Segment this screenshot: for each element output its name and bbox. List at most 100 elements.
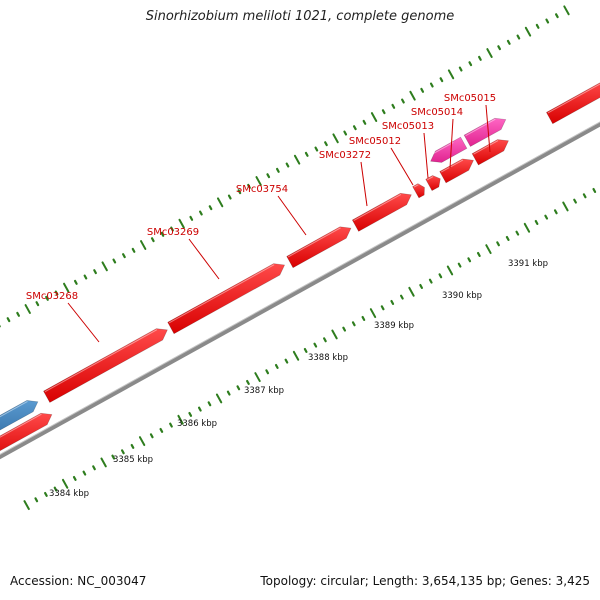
scale-label: 3386 kbp — [177, 419, 217, 429]
tick-mark — [554, 13, 559, 19]
gene-pink[interactable] — [463, 117, 507, 147]
tick-mark — [45, 295, 49, 301]
tick-mark — [553, 209, 558, 215]
tick-mark — [545, 18, 550, 24]
gene-label[interactable]: SMc03754 — [236, 184, 288, 195]
tick-mark — [562, 201, 569, 212]
genome-summary-text: Topology: circular; Length: 3,654,135 bp… — [260, 574, 590, 588]
tick-mark — [82, 470, 87, 476]
gene-bevel — [168, 264, 275, 324]
tick-mark — [351, 321, 356, 327]
gene-label[interactable]: SMc05014 — [411, 107, 463, 118]
gene-bevel — [413, 184, 419, 188]
tick-mark — [362, 119, 367, 125]
gene-pink[interactable] — [430, 136, 468, 163]
gene-red[interactable] — [425, 175, 441, 192]
tick-mark — [53, 486, 58, 492]
tick-mark — [226, 390, 231, 396]
gene-red[interactable] — [167, 263, 286, 335]
tick-mark — [237, 189, 242, 195]
gene-label[interactable]: SMc03269 — [147, 227, 199, 238]
gene-red[interactable] — [0, 412, 53, 462]
gene-bevel — [287, 227, 341, 258]
scale-label: 3389 kbp — [374, 321, 414, 331]
tick-mark — [54, 290, 59, 296]
gene-red[interactable] — [545, 80, 600, 125]
tick-mark — [369, 308, 377, 319]
gene-red[interactable] — [471, 139, 509, 166]
gene-red[interactable] — [439, 158, 474, 184]
tick-mark — [139, 240, 147, 250]
gene-bevel — [440, 159, 464, 173]
gene-label-leaders — [67, 104, 491, 343]
gene-label[interactable]: SMc03272 — [319, 150, 371, 161]
tick-mark — [582, 193, 587, 199]
tick-mark — [159, 427, 164, 433]
tick-mark — [24, 304, 31, 314]
gene-red[interactable] — [351, 192, 412, 232]
tick-mark — [524, 26, 532, 37]
scale-label: 3391 kbp — [508, 259, 548, 269]
tick-mark — [428, 278, 433, 284]
gene-bevel — [353, 193, 402, 222]
tick-mark — [370, 112, 378, 122]
tick-mark — [324, 141, 328, 147]
tick-mark — [401, 98, 405, 104]
accession-text: Accession: NC_003047 — [10, 574, 147, 588]
gene-red[interactable] — [412, 183, 425, 199]
tick-mark — [266, 173, 271, 179]
tick-mark — [535, 23, 540, 29]
tick-mark — [429, 82, 434, 88]
tick-mark — [247, 183, 251, 189]
tick-mark — [44, 491, 48, 497]
tick-mark — [592, 187, 597, 193]
tick-mark — [120, 449, 125, 455]
tick-mark — [516, 34, 521, 40]
tick-mark — [199, 210, 203, 216]
tick-mark — [72, 475, 77, 481]
gene-label[interactable]: SMc05015 — [444, 93, 496, 104]
tick-mark — [285, 162, 290, 168]
gene-bevel — [426, 176, 434, 181]
gene-red[interactable] — [43, 328, 168, 403]
scale-labels: 3384 kbp 3385 kbp 3386 kbp 3387 kbp 3388 kbp… — [49, 259, 548, 499]
tick-mark — [563, 5, 570, 16]
tick-mark — [236, 385, 241, 391]
scale-label: 3390 kbp — [442, 291, 482, 301]
inner-tick-track — [23, 187, 597, 511]
tick-mark — [73, 279, 78, 285]
tick-mark — [381, 109, 386, 115]
tick-mark — [254, 372, 261, 383]
tick-mark — [178, 218, 185, 229]
gene-red[interactable] — [286, 226, 352, 269]
gene-label[interactable]: SMc05013 — [382, 121, 434, 132]
gene-label-leader — [67, 302, 100, 343]
tick-mark — [544, 214, 549, 220]
tick-mark — [170, 226, 174, 232]
scale-label: 3387 kbp — [244, 386, 284, 396]
tick-mark — [112, 258, 117, 264]
tick-mark — [100, 457, 107, 468]
backbone-line — [0, 122, 600, 460]
scale-label: 3385 kbp — [113, 455, 153, 465]
tick-mark — [447, 69, 455, 80]
genome-backbone — [0, 121, 600, 460]
tick-mark — [265, 369, 270, 375]
tick-mark — [485, 244, 492, 255]
tick-mark — [419, 283, 423, 289]
tick-mark — [122, 253, 126, 259]
scale-label: 3388 kbp — [308, 353, 348, 363]
gene-label-leader — [390, 147, 414, 186]
tick-mark — [197, 406, 202, 412]
tick-mark — [496, 241, 500, 247]
gene-label[interactable]: SMc05012 — [349, 136, 401, 147]
tick-mark — [573, 198, 577, 204]
gene-label[interactable]: SMc03268 — [26, 291, 78, 302]
tick-mark — [274, 363, 279, 369]
tick-mark — [390, 299, 395, 305]
gene-blue[interactable] — [0, 400, 39, 446]
tick-mark — [169, 422, 173, 428]
tick-mark — [467, 257, 472, 263]
tick-mark — [160, 231, 165, 237]
